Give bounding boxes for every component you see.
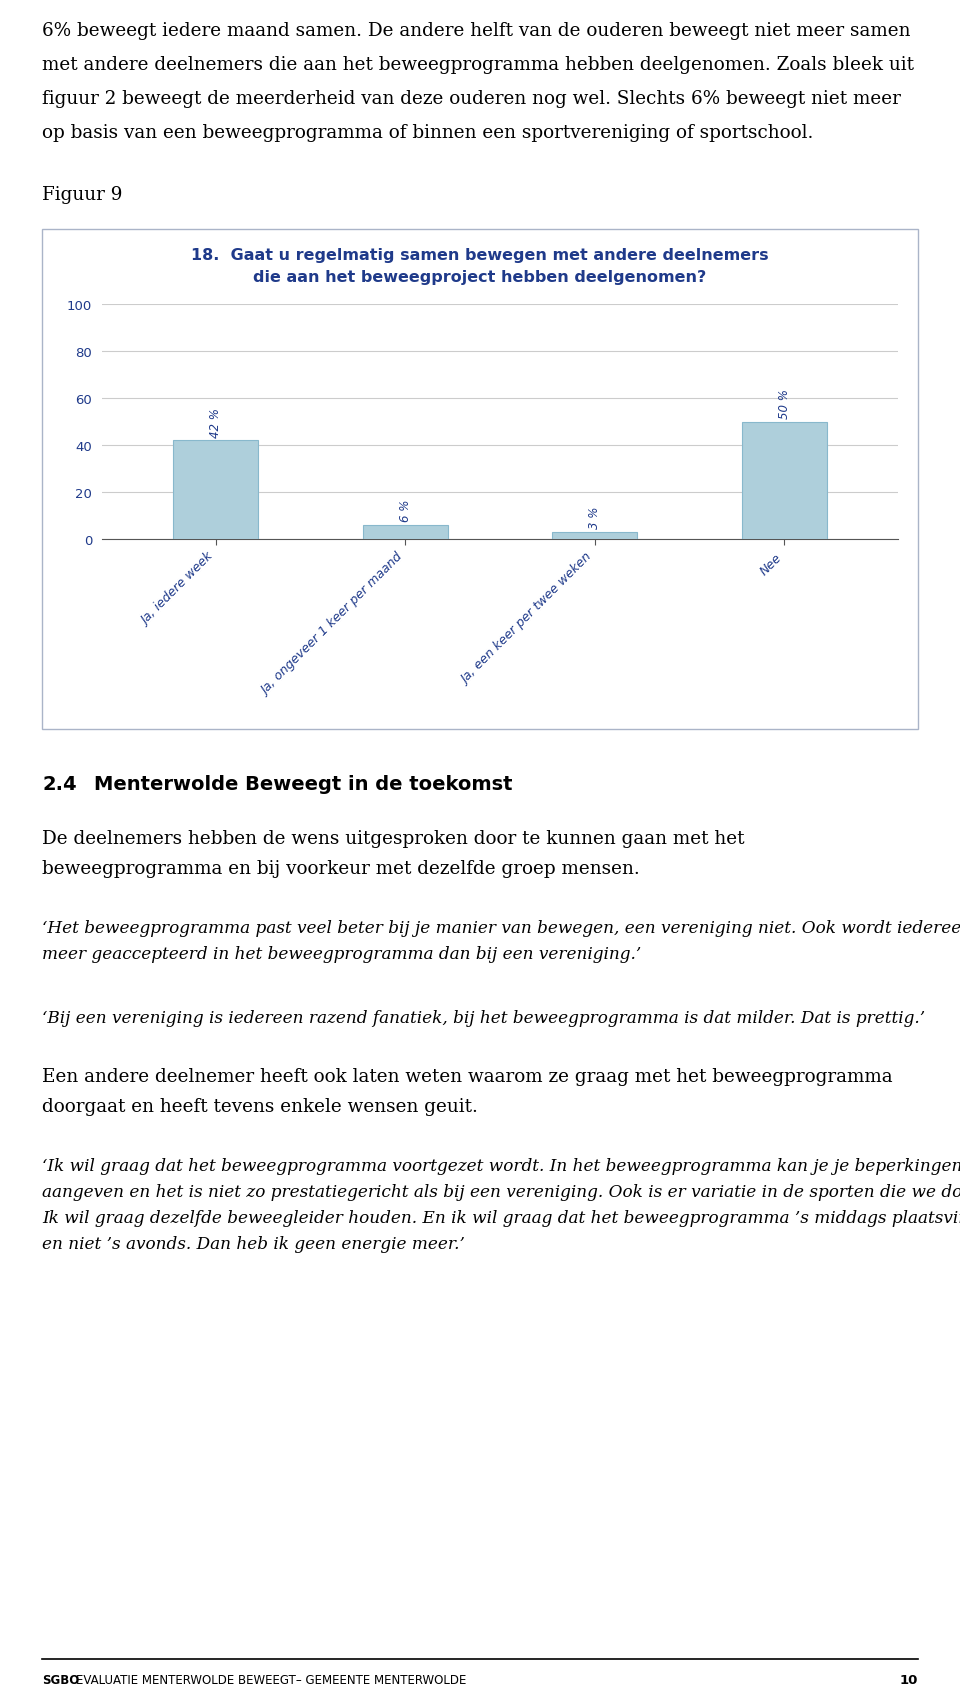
Text: 2.4: 2.4 — [42, 774, 77, 793]
Text: 10: 10 — [900, 1673, 918, 1686]
Text: en niet ’s avonds. Dan heb ik geen energie meer.’: en niet ’s avonds. Dan heb ik geen energ… — [42, 1236, 465, 1251]
Bar — [552, 532, 637, 540]
Text: Ik wil graag dezelfde beweegleider houden. En ik wil graag dat het beweegprogram: Ik wil graag dezelfde beweegleider houde… — [42, 1209, 960, 1226]
Text: ‘Ik wil graag dat het beweegprogramma voortgezet wordt. In het beweegprogramma k: ‘Ik wil graag dat het beweegprogramma vo… — [42, 1158, 960, 1175]
Text: ‘Het beweegprogramma past veel beter bij je manier van bewegen, een vereniging n: ‘Het beweegprogramma past veel beter bij… — [42, 919, 960, 936]
Text: Figuur 9: Figuur 9 — [42, 186, 122, 205]
FancyBboxPatch shape — [42, 230, 918, 730]
Text: met andere deelnemers die aan het beweegprogramma hebben deelgenomen. Zoals blee: met andere deelnemers die aan het beweeg… — [42, 56, 914, 73]
Text: meer geaccepteerd in het beweegprogramma dan bij een vereniging.’: meer geaccepteerd in het beweegprogramma… — [42, 946, 641, 962]
Text: SGBO: SGBO — [42, 1673, 80, 1686]
Text: 42 %: 42 % — [209, 407, 222, 438]
Text: 18.  Gaat u regelmatig samen bewegen met andere deelnemers: 18. Gaat u regelmatig samen bewegen met … — [191, 247, 769, 263]
Text: op basis van een beweegprogramma of binnen een sportvereniging of sportschool.: op basis van een beweegprogramma of binn… — [42, 124, 813, 142]
Text: 6 %: 6 % — [398, 500, 412, 522]
Text: 6% beweegt iedere maand samen. De andere helft van de ouderen beweegt niet meer : 6% beweegt iedere maand samen. De andere… — [42, 22, 910, 39]
Text: Menterwolde Beweegt in de toekomst: Menterwolde Beweegt in de toekomst — [94, 774, 513, 793]
Bar — [363, 525, 448, 540]
Text: ‘Bij een vereniging is iedereen razend fanatiek, bij het beweegprogramma is dat : ‘Bij een vereniging is iedereen razend f… — [42, 1009, 925, 1026]
Text: 3 %: 3 % — [588, 506, 601, 529]
Text: Een andere deelnemer heeft ook laten weten waarom ze graag met het beweegprogram: Een andere deelnemer heeft ook laten wet… — [42, 1067, 893, 1086]
Text: die aan het beweegproject hebben deelgenomen?: die aan het beweegproject hebben deelgen… — [253, 269, 707, 285]
Text: EVALUATIE MENTERWOLDE BEWEEGT– GEMEENTE MENTERWOLDE: EVALUATIE MENTERWOLDE BEWEEGT– GEMEENTE … — [76, 1673, 467, 1686]
Text: figuur 2 beweegt de meerderheid van deze ouderen nog wel. Slechts 6% beweegt nie: figuur 2 beweegt de meerderheid van deze… — [42, 90, 900, 107]
Text: aangeven en het is niet zo prestatiegericht als bij een vereniging. Ook is er va: aangeven en het is niet zo prestatiegeri… — [42, 1183, 960, 1200]
Bar — [173, 442, 258, 540]
Bar — [742, 423, 827, 540]
Text: beweegprogramma en bij voorkeur met dezelfde groep mensen.: beweegprogramma en bij voorkeur met deze… — [42, 859, 639, 878]
Text: doorgaat en heeft tevens enkele wensen geuit.: doorgaat en heeft tevens enkele wensen g… — [42, 1098, 478, 1115]
Text: 50 %: 50 % — [778, 389, 791, 419]
Text: De deelnemers hebben de wens uitgesproken door te kunnen gaan met het: De deelnemers hebben de wens uitgesproke… — [42, 830, 745, 847]
